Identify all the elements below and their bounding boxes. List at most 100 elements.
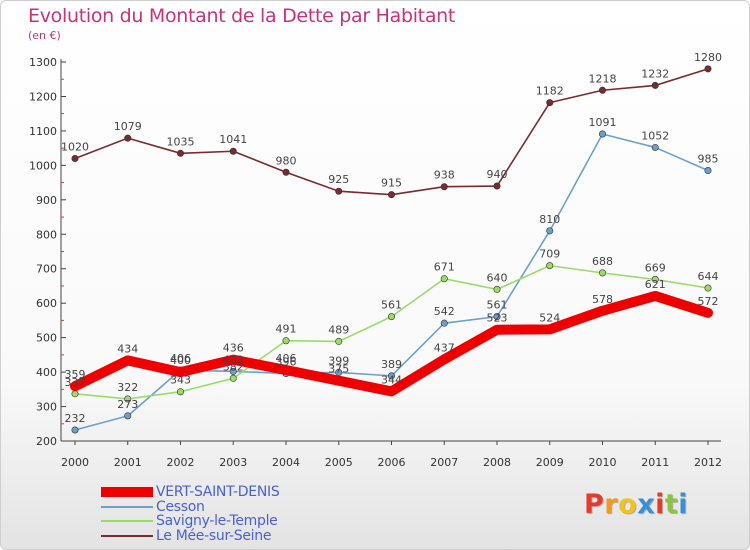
data-label: 322 [117,381,138,394]
chart-unit-label: (en €) [28,29,61,42]
x-tick-label: 2011 [641,456,669,469]
legend-swatch [101,487,153,497]
data-label: 359 [65,368,86,381]
data-point [546,227,554,235]
data-label: 344 [381,373,402,386]
data-label: 375 [328,363,349,376]
data-point [71,390,79,398]
data-label: 621 [645,278,666,291]
data-label: 273 [117,398,138,411]
data-label: 232 [65,412,86,425]
logo-letter: P [584,489,605,520]
x-tick-label: 2007 [430,456,458,469]
data-label: 489 [328,323,349,336]
proxiti-logo: Proxiti [584,489,688,520]
y-tick-label: 900 [36,194,57,207]
data-label: 1091 [589,116,617,129]
x-tick-label: 2012 [694,456,722,469]
data-label: 337 [65,376,86,389]
x-tick-label: 2003 [219,456,247,469]
legend-item: VERT-SAINT-DENIS [101,484,361,500]
data-label: 436 [223,342,244,355]
data-point [598,86,606,94]
legend-label: Le Mée-sur-Seine [156,527,272,544]
y-tick-label: 1200 [29,90,57,103]
logo-letter: r [604,489,619,520]
data-point [387,191,395,199]
x-tick-label: 2001 [114,456,142,469]
data-point [704,167,712,175]
chart-legend: VERT-SAINT-DENIS Cesson Savigny-le-Templ… [101,484,361,544]
data-label: 671 [434,261,455,274]
data-label: 396 [276,355,297,368]
data-point [598,130,606,138]
data-point [335,187,343,195]
data-label: 1052 [641,129,669,142]
data-label: 1232 [641,67,669,80]
data-label: 688 [592,255,613,268]
data-point [177,388,185,396]
data-label: 1035 [167,135,195,148]
data-point [546,262,554,270]
data-label: 915 [381,177,402,190]
legend-item: Savigny-le-Temple [101,513,361,529]
data-label: 561 [381,299,402,312]
data-label: 491 [276,323,297,336]
data-label: 709 [539,248,560,261]
data-point [440,183,448,191]
data-point [124,395,132,403]
data-label: 810 [539,213,560,226]
data-point [124,134,132,142]
data-label: 980 [276,154,297,167]
data-label: 1280 [694,51,722,64]
data-label: 578 [592,293,613,306]
data-label: 523 [487,312,508,325]
data-label: 437 [434,341,455,354]
data-label: 1041 [219,133,247,146]
series-line-vert-saint-denis [70,290,713,397]
data-label: 938 [434,169,455,182]
legend-label: Cesson [156,498,205,515]
data-label: 524 [539,311,560,324]
data-point [229,147,237,155]
legend-label: Savigny-le-Temple [156,513,278,529]
data-point [124,412,132,420]
x-tick-label: 2005 [325,456,353,469]
logo-letter: x [637,489,656,520]
data-label: 940 [487,168,508,181]
data-label: 985 [698,153,719,166]
data-label: 399 [328,354,349,367]
legend-swatch [101,520,153,522]
legend-item: Le Mée-sur-Seine [101,527,361,544]
data-point [651,143,659,151]
y-tick-label: 200 [36,435,57,448]
data-label: 402 [223,353,244,366]
logo-letter: i [678,489,689,520]
data-label: 406 [170,352,191,365]
data-label: 572 [698,295,719,308]
data-label: 343 [170,374,191,387]
data-point [71,154,79,162]
legend-item: Cesson [101,498,361,515]
x-tick-label: 2002 [167,456,195,469]
x-tick-label: 2004 [272,456,300,469]
x-tick-label: 2010 [589,456,617,469]
data-point [493,285,501,293]
y-tick-label: 1100 [29,125,57,138]
x-tick-label: 2006 [378,456,406,469]
data-point [229,374,237,382]
data-point [493,313,501,321]
y-tick-label: 400 [36,366,57,379]
logo-letter: i [655,489,665,520]
data-point [282,168,290,176]
data-point [440,319,448,327]
data-point [177,149,185,157]
y-tick-label: 300 [36,401,57,414]
data-point [282,337,290,345]
data-label: 1218 [589,72,617,85]
data-label: 640 [487,271,508,284]
data-label: 382 [223,360,244,373]
data-point [704,65,712,73]
x-tick-label: 2000 [61,456,89,469]
